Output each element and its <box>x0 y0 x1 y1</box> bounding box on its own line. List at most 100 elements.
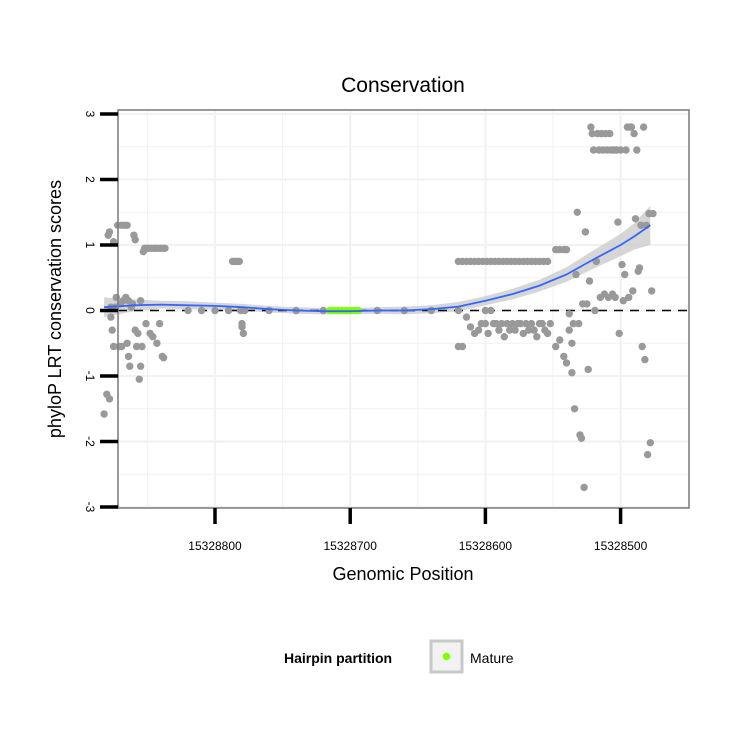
data-points <box>100 123 657 492</box>
data-point <box>105 228 114 236</box>
data-point <box>641 355 649 364</box>
data-point <box>572 270 580 279</box>
data-point <box>481 306 490 315</box>
data-point <box>126 362 134 370</box>
data-point <box>569 319 577 328</box>
data-point <box>484 329 492 338</box>
data-point <box>587 123 595 131</box>
data-point <box>474 326 483 334</box>
y-tick-label: -3 <box>83 502 97 513</box>
data-point <box>625 293 633 302</box>
data-point <box>565 326 573 334</box>
data-point <box>497 319 506 328</box>
data-point <box>118 342 126 351</box>
data-point <box>155 319 164 328</box>
data-point <box>649 209 657 218</box>
data-point <box>591 306 599 315</box>
data-point <box>629 287 637 295</box>
data-point <box>606 129 614 138</box>
data-point <box>506 326 514 334</box>
data-point <box>503 319 511 328</box>
data-point <box>638 342 646 351</box>
x-tick-label: 15328500 <box>594 539 648 553</box>
data-point <box>633 146 641 154</box>
data-point <box>123 221 131 229</box>
data-point <box>585 277 594 285</box>
data-point <box>589 146 598 154</box>
data-point <box>105 395 114 403</box>
data-point <box>136 362 145 370</box>
data-point <box>123 339 131 347</box>
data-point <box>543 329 552 338</box>
legend-label-mature: Mature <box>470 650 514 666</box>
data-point <box>462 313 471 321</box>
data-point <box>577 434 586 442</box>
x-tick-label: 15328800 <box>188 539 242 553</box>
data-point <box>224 306 233 315</box>
plot-area <box>100 109 690 509</box>
data-point <box>630 129 638 138</box>
data-point <box>112 293 121 302</box>
data-point <box>500 333 508 341</box>
data-point <box>538 319 546 328</box>
data-point <box>508 319 517 328</box>
data-point <box>581 228 590 236</box>
data-point <box>135 375 143 383</box>
legend: Hairpin partition Mature <box>284 639 514 674</box>
data-point <box>570 405 579 413</box>
data-point <box>573 208 581 216</box>
data-point <box>109 342 118 351</box>
data-point <box>184 306 192 315</box>
data-point <box>108 326 116 334</box>
data-point <box>560 352 568 361</box>
data-point <box>100 410 108 418</box>
data-point <box>527 319 536 328</box>
y-tick-label: 0 <box>83 307 97 314</box>
data-point <box>543 257 552 266</box>
y-tick-label: -1 <box>83 371 97 382</box>
data-point <box>621 270 629 279</box>
data-point <box>631 215 640 223</box>
data-point <box>124 352 133 361</box>
data-point <box>522 319 530 328</box>
data-point <box>565 310 573 318</box>
data-point <box>149 333 157 341</box>
data-point <box>583 300 591 308</box>
data-point <box>128 300 137 308</box>
y-tick-label: 2 <box>83 176 97 183</box>
data-point <box>142 319 150 328</box>
legend-key-mature-dot <box>442 652 451 661</box>
data-point <box>635 264 644 272</box>
smooth-trend-line <box>104 224 651 313</box>
data-point <box>487 306 495 315</box>
chart-title: Conservation <box>341 74 465 97</box>
x-tick-label: 15328700 <box>324 539 378 553</box>
data-point <box>211 306 219 315</box>
data-point <box>556 336 564 344</box>
data-point <box>136 297 145 305</box>
data-point <box>611 293 619 302</box>
data-point <box>618 260 626 269</box>
data-point <box>530 326 538 334</box>
data-point <box>584 365 592 374</box>
data-point <box>492 319 500 328</box>
data-point <box>138 342 146 351</box>
y-tick-label: -2 <box>83 436 97 447</box>
x-axis: 15328800 15328700 15328600 15328500 <box>188 508 648 553</box>
data-point <box>639 123 648 131</box>
data-point <box>454 306 463 315</box>
data-point <box>134 329 142 338</box>
y-tick-label: 3 <box>83 111 97 118</box>
x-tick-label: 15328600 <box>459 539 513 553</box>
data-point <box>238 323 246 331</box>
data-point <box>580 483 588 492</box>
data-point <box>637 221 645 229</box>
data-point <box>627 123 636 131</box>
data-point <box>525 326 533 334</box>
data-point <box>495 326 503 334</box>
data-point <box>616 146 625 154</box>
data-point <box>646 439 654 447</box>
data-point <box>466 323 475 331</box>
legend-title: Hairpin partition <box>284 650 392 666</box>
